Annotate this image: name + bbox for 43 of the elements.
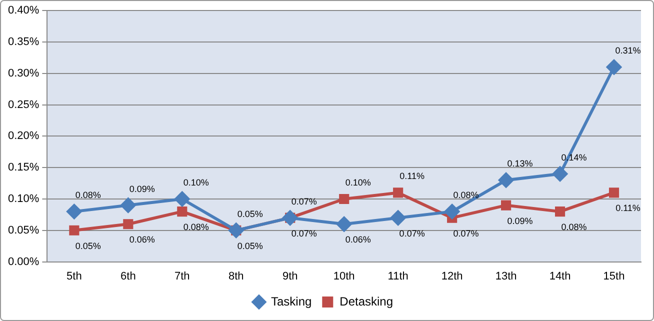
x-tick-label: 12th <box>441 270 463 282</box>
data-label: 0.06% <box>345 234 371 245</box>
y-tick-label: 0.15% <box>8 162 40 174</box>
x-tick-label: 11th <box>388 270 408 282</box>
data-label: 0.07% <box>453 228 479 238</box>
x-tick-label: 10th <box>333 270 355 282</box>
y-tick-label: 0.00% <box>8 256 40 268</box>
legend-label: Tasking <box>270 294 312 308</box>
x-tick-label: 13th <box>495 270 517 282</box>
data-label: 0.08% <box>183 222 209 232</box>
data-label: 0.08% <box>75 190 101 200</box>
data-label: 0.07% <box>291 228 317 238</box>
data-label: 0.09% <box>129 184 155 194</box>
x-tick-label: 6th <box>120 270 136 282</box>
y-tick-label: 0.10% <box>8 193 40 206</box>
data-label: 0.10% <box>183 177 209 188</box>
x-tick-label: 8th <box>228 270 244 282</box>
data-label: 0.07% <box>399 228 425 238</box>
data-label: 0.09% <box>507 216 533 226</box>
y-tick-label: 0.35% <box>8 36 40 48</box>
x-tick-label: 5th <box>66 270 82 282</box>
x-tick-label: 15th <box>603 270 625 282</box>
data-label: 0.11% <box>616 203 640 214</box>
y-tick-label: 0.05% <box>8 224 40 236</box>
data-label: 0.06% <box>129 234 155 245</box>
data-label: 0.07% <box>291 196 317 206</box>
data-label: 0.08% <box>453 190 479 200</box>
data-label: 0.05% <box>237 208 263 219</box>
data-label: 0.05% <box>75 240 101 251</box>
y-tick-label: 0.30% <box>8 67 40 80</box>
data-label: 0.13% <box>507 158 533 169</box>
data-label: 0.11% <box>400 171 425 182</box>
x-tick-label: 9th <box>282 270 298 282</box>
y-tick-label: 0.20% <box>8 130 40 142</box>
legend-label: Detasking <box>340 294 394 308</box>
y-tick-label: 0.25% <box>8 98 40 111</box>
data-label: 0.08% <box>561 222 587 232</box>
x-tick-label: 7th <box>174 270 190 282</box>
data-label: 0.31% <box>615 46 641 56</box>
data-label: 0.05% <box>237 240 263 251</box>
x-tick-label: 14th <box>549 270 571 282</box>
data-label: 0.10% <box>345 177 371 188</box>
y-tick-label: 0.40% <box>8 4 40 17</box>
